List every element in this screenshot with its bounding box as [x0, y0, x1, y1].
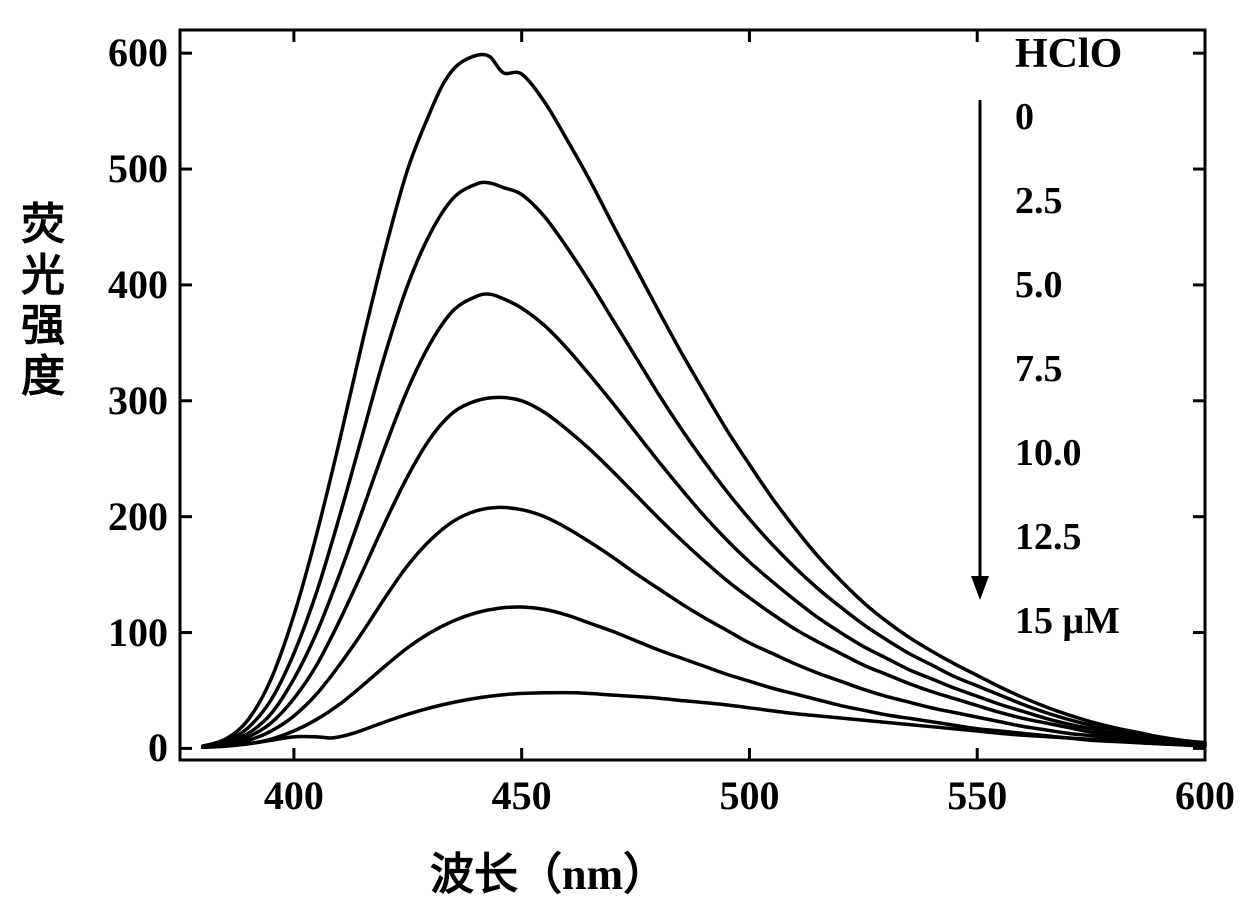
y-axis-label: 荧光强度 [18, 200, 68, 402]
legend-title: HClO [1015, 30, 1122, 78]
y-tick-label: 400 [108, 261, 168, 308]
y-tick-label: 0 [148, 724, 168, 771]
y-tick-label: 500 [108, 145, 168, 192]
legend-item: 7.5 [1015, 347, 1063, 391]
y-tick-label: 600 [108, 29, 168, 76]
y-tick-label: 200 [108, 493, 168, 540]
legend-item: 5.0 [1015, 263, 1063, 307]
legend-item: 15 μM [1015, 599, 1120, 643]
x-axis-label: 波长（nm） [430, 838, 667, 902]
legend-item: 0 [1015, 95, 1034, 139]
x-tick-label: 400 [254, 772, 334, 819]
y-tick-label: 300 [108, 377, 168, 424]
x-tick-label: 550 [937, 772, 1017, 819]
x-tick-label: 600 [1165, 772, 1240, 819]
legend-item: 2.5 [1015, 179, 1063, 223]
chart-container: 荧光强度 波长（nm） HClO 0 2.5 5.0 7.5 10.0 12.5 15 μM… [0, 0, 1240, 908]
x-tick-label: 450 [482, 772, 562, 819]
x-tick-label: 500 [709, 772, 789, 819]
legend-item: 10.0 [1015, 431, 1082, 475]
legend-item: 12.5 [1015, 515, 1082, 559]
y-tick-label: 100 [108, 609, 168, 656]
